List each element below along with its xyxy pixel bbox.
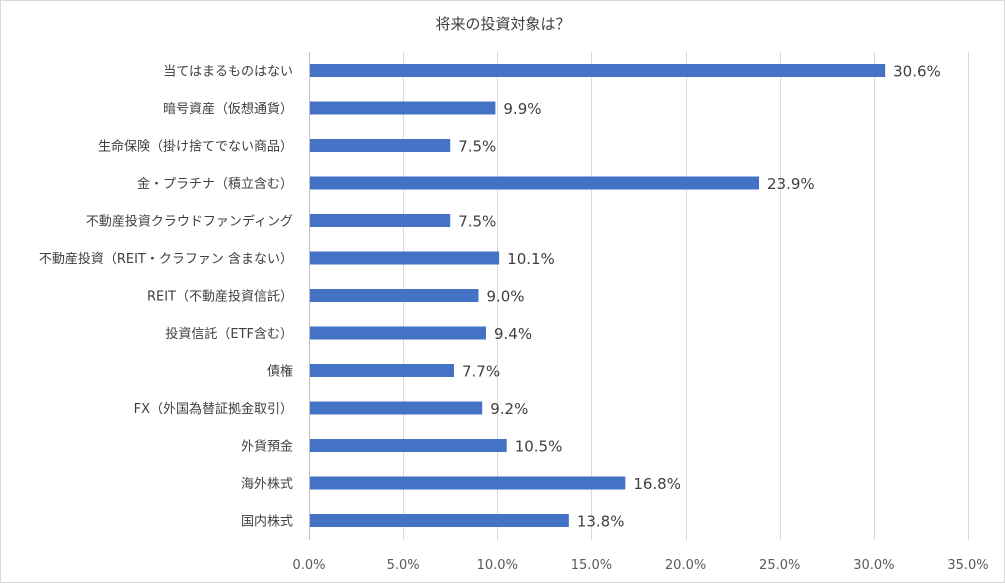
bar: [310, 176, 760, 190]
x-tick-label: 35.0%: [947, 558, 988, 573]
x-tick-label: 15.0%: [571, 558, 612, 573]
category-label: 不動産投資（REIT・クラファン 含まない）: [39, 251, 293, 267]
bar: [310, 251, 500, 265]
x-tick-label: 30.0%: [853, 558, 894, 573]
bar: [310, 214, 451, 227]
bar: [310, 289, 479, 302]
bar: [310, 401, 483, 415]
data-label: 30.6%: [893, 63, 941, 81]
bars: [310, 64, 886, 527]
data-label: 13.8%: [577, 513, 625, 531]
category-label: 国内株式: [241, 514, 293, 530]
x-tick-labels: 0.0% 5.0% 10.0% 15.0% 20.0% 25.0% 30.0% 35.0%: [292, 558, 988, 573]
x-tick-label: 10.0%: [477, 558, 518, 573]
data-label: 9.0%: [486, 288, 524, 306]
x-tick-label: 20.0%: [665, 558, 706, 573]
category-label: FX（外国為替証拠金取引）: [134, 401, 293, 417]
x-tick-label: 25.0%: [759, 558, 800, 573]
data-label: 9.9%: [503, 100, 541, 118]
gridlines: [309, 52, 969, 540]
data-labels: 30.6% 9.9% 7.5% 23.9% 7.5% 10.1% 9.0% 9.4% 7.7% 9…: [458, 63, 941, 531]
bar: [310, 476, 626, 490]
bar: [310, 364, 454, 377]
x-tick-label: 5.0%: [387, 558, 420, 573]
bar: [310, 514, 569, 527]
chart-title: 将来の投資対象は？: [435, 15, 570, 33]
category-label: 海外株式: [241, 477, 293, 492]
bar: [310, 101, 496, 115]
category-label: 生命保険（掛け捨てでない商品）: [98, 139, 293, 155]
bar: [310, 439, 507, 452]
data-label: 9.4%: [494, 325, 532, 343]
data-label: 23.9%: [767, 175, 815, 193]
data-label: 16.8%: [633, 475, 681, 493]
category-label: 金・プラチナ（積立含む）: [137, 176, 293, 192]
category-label: 投資信託（ETF含む）: [165, 326, 293, 342]
data-label: 7.7%: [462, 363, 500, 381]
category-label: 外貨預金: [241, 439, 293, 455]
bar: [310, 139, 451, 152]
data-label: 7.5%: [458, 213, 496, 231]
data-label: 9.2%: [490, 400, 528, 418]
category-label: 不動産投資クラウドファンディング: [86, 214, 293, 230]
data-label: 7.5%: [458, 138, 496, 156]
category-label: 債権: [267, 364, 293, 380]
x-tick-label: 0.0%: [292, 558, 325, 573]
category-label: 当てはまるものはない: [163, 65, 293, 80]
category-label: REIT（不動産投資信託）: [147, 289, 293, 305]
category-label: 暗号資産（仮想通貨）: [163, 101, 293, 117]
data-label: 10.5%: [515, 438, 563, 456]
data-label: 10.1%: [507, 250, 555, 268]
bar: [310, 64, 886, 77]
bar: [310, 326, 486, 340]
